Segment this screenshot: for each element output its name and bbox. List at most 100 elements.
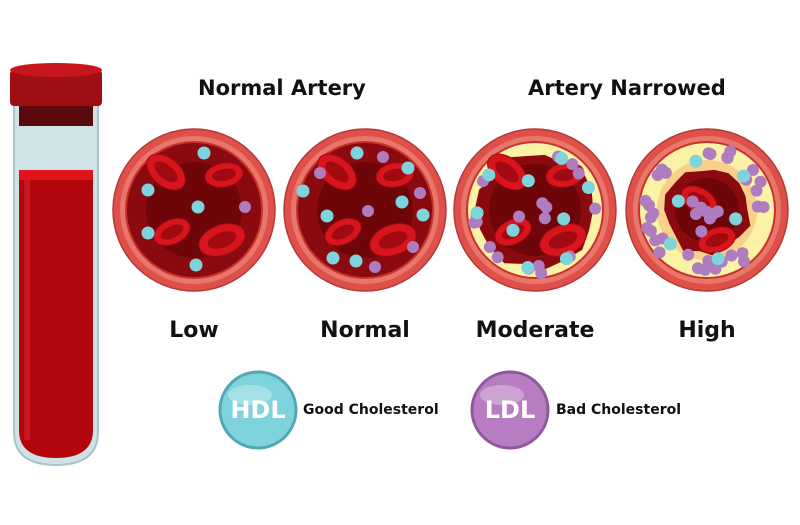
hdl-particle — [416, 208, 430, 222]
hdl-particle — [350, 146, 364, 160]
cell-center — [325, 161, 349, 183]
hdl-particle — [581, 181, 595, 195]
cell-center — [548, 231, 578, 249]
level-high: High — [678, 318, 736, 343]
hdl-particle — [191, 200, 205, 214]
ldl-label: Bad Cholesterol — [556, 402, 682, 418]
hdl-particle — [320, 209, 334, 223]
red-blood-cell — [146, 153, 186, 191]
ldl-particle — [649, 234, 662, 247]
hdl-particle — [557, 212, 571, 226]
ldl-particle — [651, 168, 664, 181]
hdl-particle — [663, 237, 677, 251]
ldl-particle — [414, 187, 426, 199]
ldl-particle — [589, 202, 602, 215]
hdl-particle — [521, 261, 535, 275]
cell-center — [495, 161, 519, 183]
hdl-particle — [521, 174, 535, 188]
hdl-particle — [349, 254, 363, 268]
ldl-particle — [483, 241, 496, 254]
ldl-particle — [532, 260, 545, 273]
ldl-particle — [751, 200, 764, 213]
hdl-particle — [689, 154, 703, 168]
red-blood-cell — [539, 223, 587, 257]
blood-test-tube — [10, 63, 102, 467]
ldl-particle — [369, 261, 381, 273]
ldl-particle — [711, 205, 724, 218]
ldl-particle — [641, 221, 654, 234]
red-blood-cell — [324, 217, 362, 247]
hdl-particle — [729, 212, 743, 226]
ldl-particle — [682, 248, 695, 261]
ldl-particle — [362, 205, 374, 217]
level-normal: Normal — [320, 318, 410, 343]
red-blood-cell — [204, 162, 244, 188]
ldl-particle — [377, 151, 389, 163]
hdl-particle — [401, 161, 415, 175]
hdl-particle — [470, 206, 484, 220]
red-blood-cell — [697, 226, 737, 254]
ldl-particle — [538, 212, 551, 225]
hdl-particle — [555, 151, 569, 165]
hdl-badge — [218, 370, 298, 450]
red-blood-cell — [487, 153, 527, 191]
hdl-particle — [559, 252, 573, 266]
hdl-particle — [141, 226, 155, 240]
artery-cross-section — [112, 128, 276, 292]
ldl-particle — [572, 167, 585, 180]
cell-center — [331, 224, 355, 240]
cell-center — [212, 168, 236, 182]
ldl-particle — [702, 254, 715, 267]
level-low: Low — [169, 318, 219, 343]
ldl-particle — [513, 210, 526, 223]
artery-cross-section — [625, 128, 789, 292]
ldl-badge — [470, 370, 550, 450]
artery-cross-section — [283, 128, 447, 292]
cell-center — [705, 233, 729, 247]
hdl-particle — [671, 194, 685, 208]
ldl-particle — [653, 246, 666, 259]
ldl-particle — [314, 167, 326, 179]
hdl-label: Good Cholesterol — [303, 402, 439, 418]
hdl-particle — [141, 183, 155, 197]
ldl-abbr: LDL — [484, 396, 536, 424]
hdl-particle — [711, 252, 725, 266]
ldl-particle — [686, 195, 699, 208]
ldl-particle — [407, 241, 419, 253]
hdl-particle — [395, 195, 409, 209]
artery-cross-section — [453, 128, 617, 292]
heading-normal-artery: Normal Artery — [198, 76, 366, 100]
ldl-particle — [239, 201, 251, 213]
heading-artery-narrowed: Artery Narrowed — [528, 76, 726, 100]
ldl-particle — [639, 194, 652, 207]
hdl-particle — [197, 146, 211, 160]
hdl-particle — [296, 184, 310, 198]
cell-center — [154, 161, 178, 183]
cell-center — [383, 168, 407, 182]
ldl-particle — [736, 247, 749, 260]
red-blood-cell — [317, 153, 357, 191]
red-blood-cell — [198, 223, 246, 257]
ldl-particle — [470, 215, 483, 228]
ldl-particle — [491, 251, 504, 264]
ldl-particle — [691, 262, 704, 275]
hdl-particle — [189, 258, 203, 272]
ldl-particle — [721, 151, 734, 164]
ldl-particle — [725, 249, 738, 262]
ldl-particle — [566, 158, 579, 171]
hdl-particle — [506, 223, 520, 237]
ldl-particle — [536, 197, 549, 210]
hdl-abbr: HDL — [230, 396, 286, 424]
hdl-particle — [326, 251, 340, 265]
hdl-particle — [482, 168, 496, 182]
hdl-particle — [737, 169, 751, 183]
ldl-particle — [694, 201, 707, 214]
ldl-particle — [695, 225, 708, 238]
cell-center — [160, 224, 184, 240]
red-blood-cell — [153, 217, 191, 247]
cell-center — [207, 231, 237, 249]
cell-center — [553, 168, 577, 182]
ldl-particle — [754, 175, 767, 188]
